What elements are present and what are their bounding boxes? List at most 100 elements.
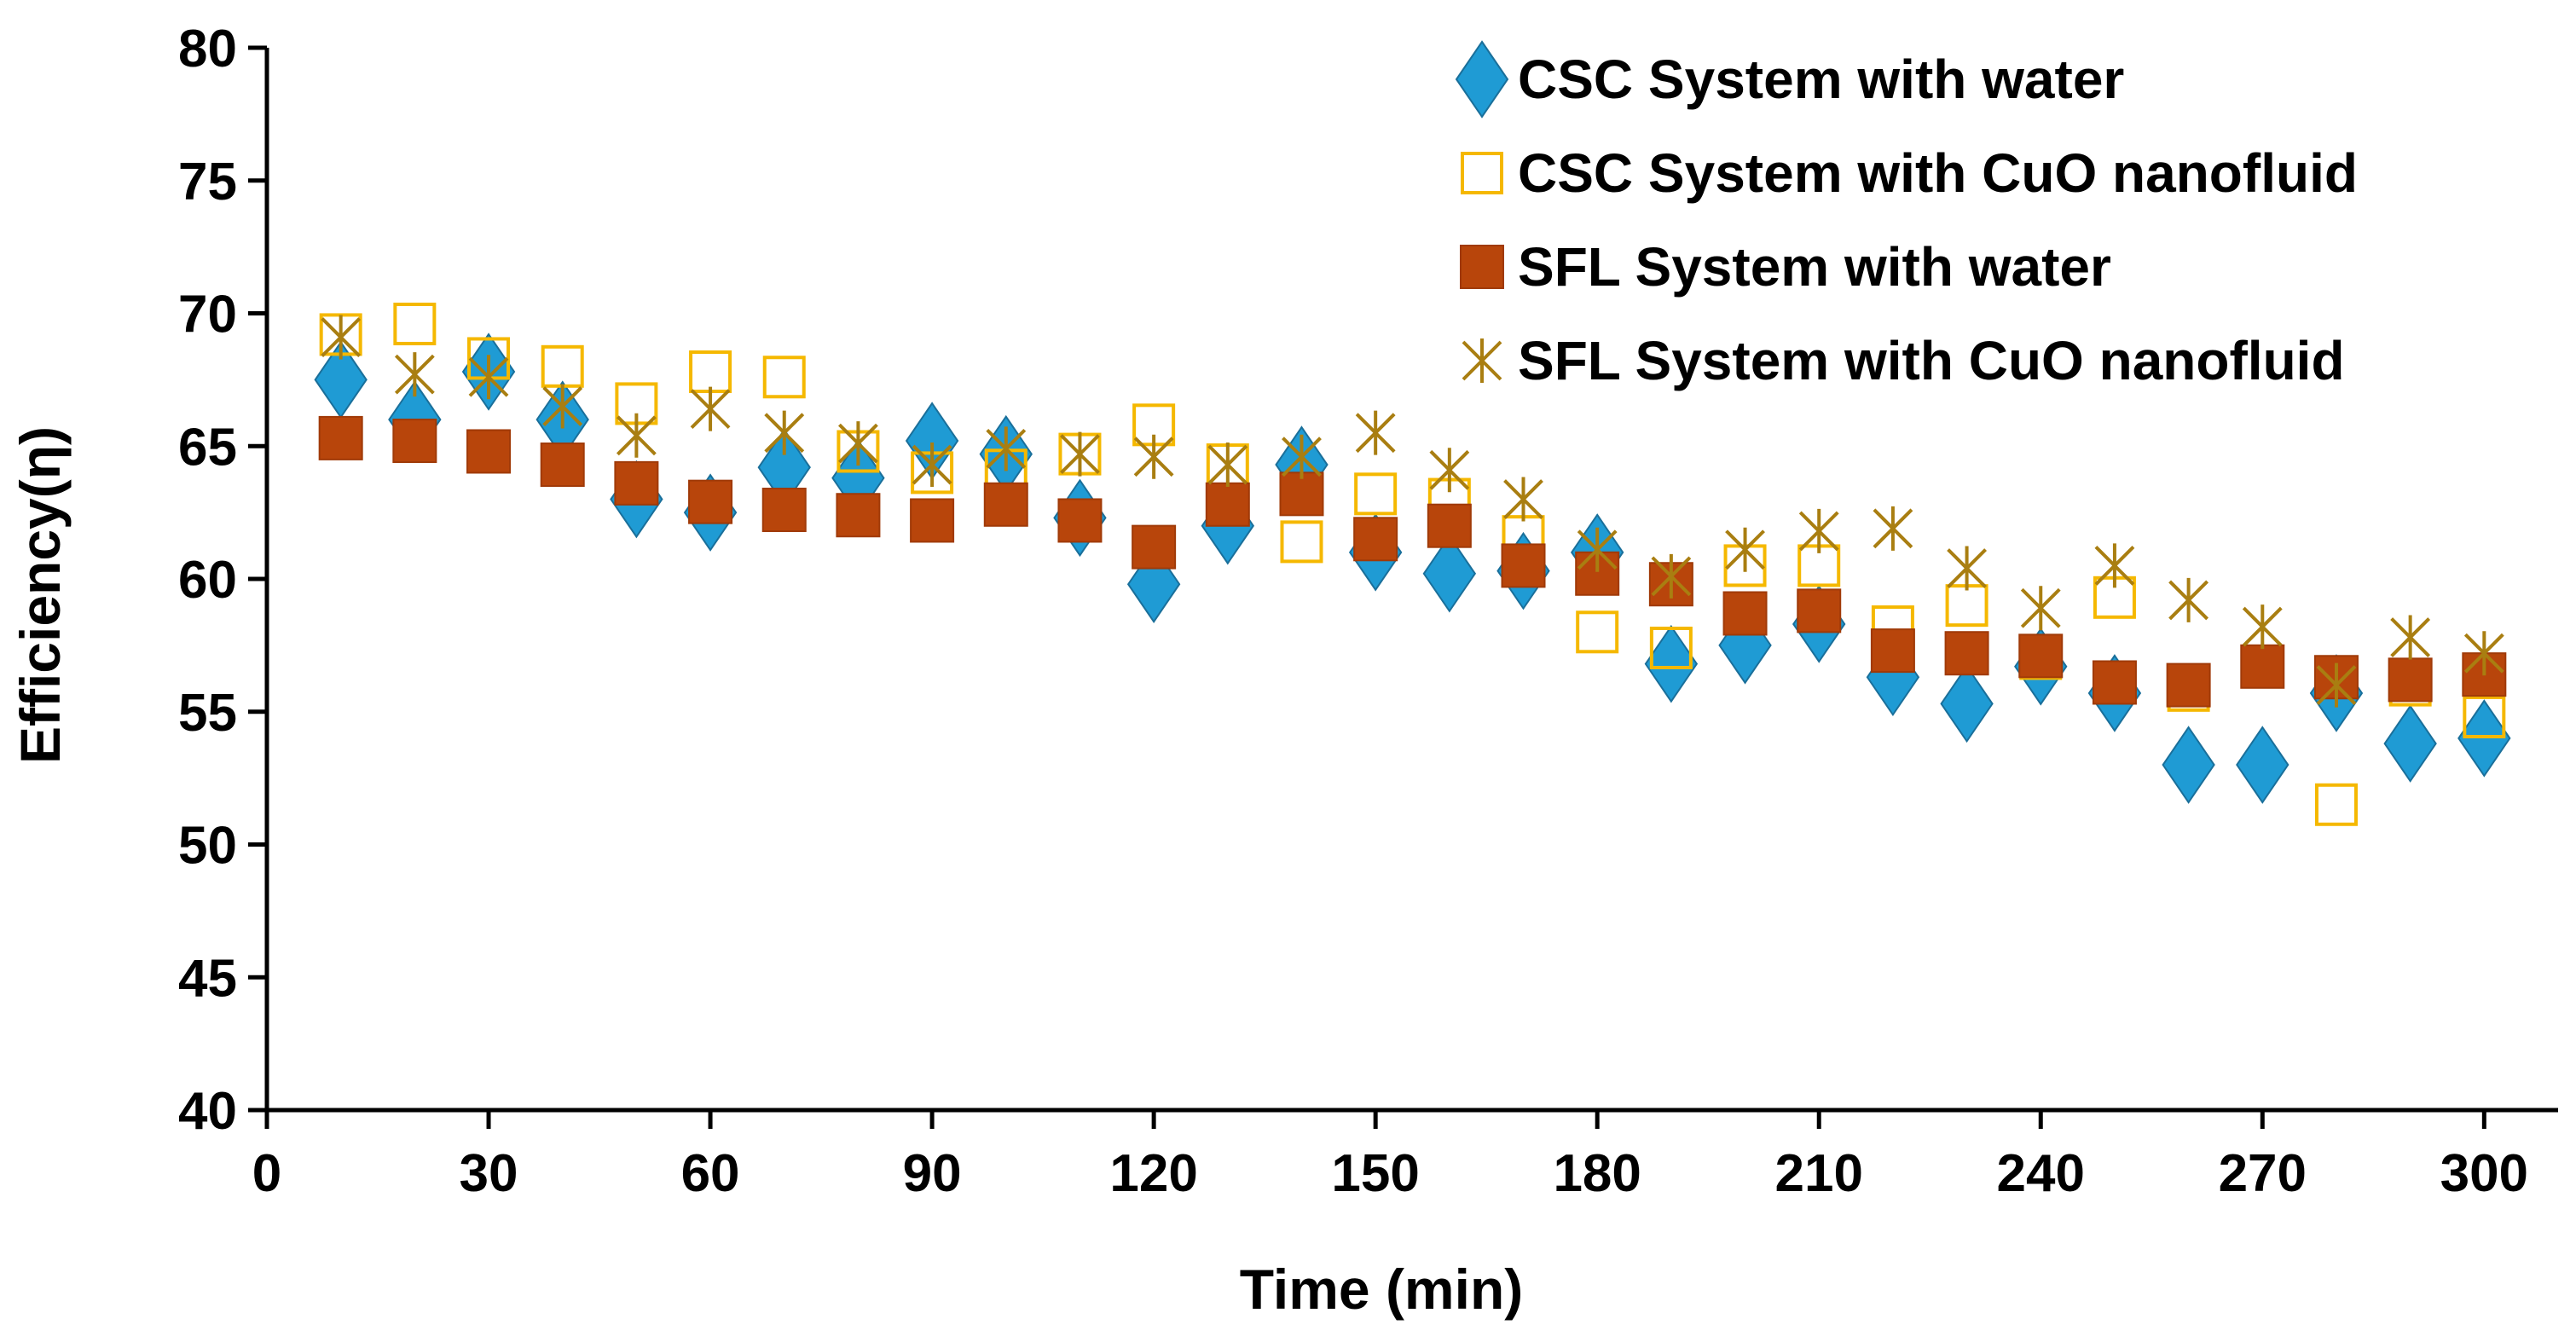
y-tick-label: 80 — [178, 20, 237, 78]
data-point — [689, 350, 732, 394]
legend-item: CSC System with CuO nanofluid — [1461, 142, 2358, 204]
legend-item: CSC System with water — [1455, 40, 2124, 119]
data-point — [1354, 472, 1398, 516]
data-point — [1427, 503, 1472, 548]
data-point — [761, 488, 807, 533]
x-tick-label: 270 — [2219, 1144, 2307, 1203]
data-point — [1797, 588, 1842, 633]
data-point — [2242, 604, 2283, 650]
data-point — [762, 356, 806, 399]
data-point — [542, 384, 583, 429]
data-point — [468, 355, 509, 400]
data-point — [392, 419, 437, 464]
data-point — [466, 429, 512, 474]
data-point — [1947, 546, 1987, 591]
data-point — [2388, 657, 2433, 703]
data-point — [910, 498, 955, 543]
data-point — [1945, 584, 1988, 628]
data-point — [2018, 633, 2064, 679]
y-tick-label: 70 — [178, 286, 237, 344]
data-point — [2314, 783, 2358, 826]
data-point — [1798, 508, 1839, 553]
x-tick-label: 120 — [1109, 1144, 1197, 1203]
x-tick-label: 60 — [681, 1144, 740, 1203]
data-point — [1060, 431, 1100, 477]
legend-marker — [1462, 338, 1502, 383]
data-point — [1422, 534, 1477, 613]
legend-marker — [1455, 40, 1509, 119]
data-point — [2168, 577, 2209, 622]
y-tick-label: 45 — [178, 949, 237, 1008]
data-point — [1207, 443, 1248, 488]
axes — [264, 48, 2558, 1113]
data-point — [2390, 615, 2431, 660]
x-tick-label: 150 — [1331, 1144, 1419, 1203]
data-point — [1503, 477, 1543, 522]
data-point — [1940, 664, 1994, 743]
data-points — [314, 302, 2511, 826]
data-point — [1282, 434, 1322, 479]
legend-label: CSC System with CuO nanofluid — [1518, 142, 2358, 204]
x-tick-label: 210 — [1774, 1144, 1862, 1203]
data-point — [2383, 704, 2437, 783]
legend-marker — [1460, 245, 1504, 289]
data-point — [1205, 482, 1250, 527]
data-point — [912, 443, 952, 488]
data-point — [836, 493, 881, 538]
data-point — [1873, 506, 1913, 551]
data-point — [1870, 628, 1915, 674]
data-point — [540, 443, 585, 488]
data-point — [690, 386, 731, 431]
legend-item: SFL System with CuO nanofluid — [1462, 330, 2345, 391]
data-point — [2092, 660, 2137, 705]
x-tick-label: 300 — [2440, 1144, 2528, 1203]
data-point — [2166, 662, 2211, 708]
y-tick-label: 60 — [178, 551, 237, 610]
data-point — [1355, 410, 1396, 455]
data-point — [1353, 517, 1398, 562]
data-point — [2316, 662, 2357, 708]
data-point — [2463, 631, 2504, 676]
data-point — [986, 426, 1027, 471]
legend-marker — [1461, 152, 1503, 194]
data-point — [1280, 520, 1323, 564]
data-point — [838, 421, 878, 466]
x-tick-label: 0 — [252, 1144, 281, 1203]
legend-item: SFL System with water — [1460, 236, 2111, 298]
y-tick-label: 55 — [178, 684, 237, 743]
series-1 — [314, 333, 2511, 804]
x-axis-title: Time (min) — [1240, 1258, 1523, 1321]
data-point — [1577, 527, 1618, 572]
legend-label: SFL System with CuO nanofluid — [1518, 330, 2345, 391]
data-point — [394, 352, 435, 397]
data-point — [1722, 591, 1768, 636]
data-point — [2162, 726, 2215, 804]
x-tick-label: 90 — [903, 1144, 962, 1203]
series-4 — [321, 315, 2504, 708]
data-point — [393, 302, 437, 345]
data-point — [2236, 726, 2289, 804]
x-tick-label: 30 — [460, 1144, 518, 1203]
legend: CSC System with water CSC System with CuO… — [1455, 40, 2358, 391]
data-point — [1501, 543, 1546, 588]
legend-label: CSC System with water — [1518, 49, 2124, 110]
data-point — [2240, 644, 2285, 689]
data-point — [1649, 626, 1693, 669]
data-point — [321, 315, 362, 360]
data-point — [541, 344, 584, 388]
data-point — [1651, 553, 1692, 599]
series-3 — [318, 415, 2507, 708]
y-axis-title: Efficiency(η) — [9, 426, 72, 764]
data-point — [764, 410, 805, 455]
y-tick-label: 65 — [178, 418, 237, 477]
y-axis-ticks: 40 45 50 55 60 65 70 75 80 — [178, 20, 267, 1141]
data-point — [2463, 695, 2506, 738]
data-point — [2094, 543, 2135, 588]
data-point — [616, 413, 657, 458]
x-tick-label: 240 — [1997, 1144, 2085, 1203]
data-point — [688, 479, 733, 524]
data-point — [1133, 434, 1174, 479]
data-point — [983, 482, 1028, 527]
data-point — [1725, 527, 1765, 572]
